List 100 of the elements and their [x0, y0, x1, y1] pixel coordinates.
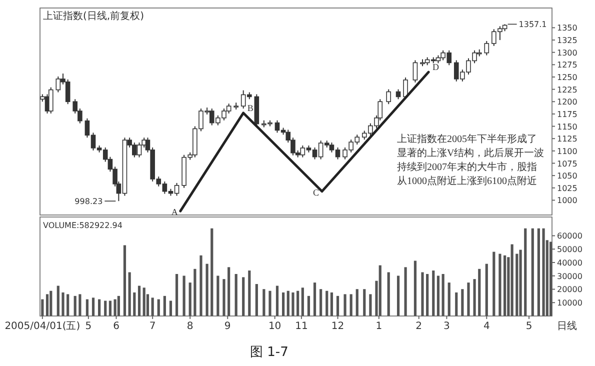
y-tick-label: 1300: [557, 48, 578, 58]
bar: [313, 282, 316, 316]
bar: [98, 299, 101, 316]
text: 日线: [557, 320, 577, 332]
candlestick: [386, 88, 391, 105]
bar: [404, 267, 407, 316]
bar: [50, 290, 52, 316]
bar: [92, 298, 95, 316]
bar: [461, 289, 464, 316]
bar: [74, 296, 76, 316]
bar: [268, 290, 272, 316]
candlestick: [396, 88, 401, 100]
bar: [369, 294, 372, 316]
x-tick-label: 12: [331, 321, 344, 332]
x-tick-label: 5: [85, 321, 92, 332]
bar: [531, 228, 534, 316]
y-tick-label: 10000: [557, 298, 582, 308]
y-tick-label: 30000: [557, 272, 582, 281]
x-tick-label: 8: [186, 321, 194, 332]
y-tick-label: 1275: [557, 60, 578, 70]
bar: [467, 282, 470, 316]
y-tick-label: 1000: [557, 196, 578, 206]
annotation: A: [171, 207, 178, 218]
bar: [138, 286, 141, 316]
bar: [46, 294, 49, 316]
bar: [200, 255, 202, 316]
bar: [426, 274, 429, 316]
y-tick-label: 1325: [557, 36, 578, 46]
bar: [537, 228, 540, 316]
candlestick: [484, 40, 490, 56]
bar: [86, 299, 89, 316]
bar: [56, 286, 60, 316]
bar: [301, 288, 304, 316]
y-tick-label: 1050: [557, 172, 578, 181]
bar: [448, 282, 450, 316]
bar: [396, 276, 400, 316]
bar: [242, 277, 245, 316]
x-tick-label: 3: [444, 321, 450, 332]
bar: [455, 292, 458, 316]
annotation: 998.23: [74, 197, 103, 206]
y-tick-label: 1225: [557, 85, 578, 94]
x-tick-label: 4: [483, 321, 490, 332]
bar: [282, 292, 285, 316]
y-tick-label: 20000: [557, 285, 582, 294]
bar: [307, 296, 310, 316]
bar: [503, 255, 506, 316]
y-tick-label: 1250: [557, 73, 578, 82]
bar: [151, 298, 154, 316]
x-tick-label: 1: [376, 321, 382, 332]
bar: [248, 270, 251, 316]
bar: [296, 290, 300, 316]
bar: [228, 267, 230, 316]
x-tick-label: 7: [149, 321, 156, 332]
bar: [117, 296, 120, 316]
caption: 图 1-7: [250, 345, 288, 360]
y-tick-label: 1350: [557, 24, 578, 33]
bar: [133, 292, 136, 316]
bar: [182, 276, 186, 316]
bar: [114, 299, 116, 316]
bar: [326, 290, 328, 316]
bar: [421, 272, 424, 316]
bar: [344, 294, 346, 316]
x-tick-label: 6: [113, 321, 120, 332]
bar: [62, 292, 64, 316]
bar: [336, 296, 340, 316]
bar: [66, 294, 70, 316]
bar: [542, 228, 545, 316]
bar: [234, 274, 238, 316]
bar: [169, 300, 172, 316]
bar: [320, 289, 322, 316]
bar: [286, 290, 290, 316]
x-tick-label: 11: [295, 321, 308, 332]
bar: [216, 276, 220, 316]
bar: [194, 268, 196, 316]
bar: [510, 244, 514, 316]
bar: [414, 260, 417, 316]
bar: [330, 292, 334, 316]
annotation: D: [432, 62, 440, 72]
bar: [142, 288, 146, 316]
chart-title: 上证指数(日线,前复权): [43, 10, 144, 22]
annotation: B: [247, 102, 254, 113]
bar: [78, 294, 82, 316]
bar: [157, 299, 160, 316]
bar: [485, 264, 488, 316]
x-tick-label: 10: [268, 321, 282, 332]
x-tick-label: 2005/04/01(五): [4, 321, 80, 332]
bar: [104, 300, 107, 316]
y-tick-label: 1175: [557, 110, 578, 119]
y-tick-label: 50000: [557, 245, 582, 254]
bar: [356, 289, 358, 316]
y-tick-label: 1200: [557, 98, 578, 107]
annotation: 1357.1: [518, 20, 547, 30]
candlestick: [48, 86, 54, 114]
bar: [276, 286, 279, 316]
y-tick-label: 1025: [557, 184, 578, 193]
x-tick-label: 2: [416, 321, 422, 332]
y-tick-label: 1125: [557, 134, 578, 144]
bar: [255, 284, 258, 316]
bar: [41, 299, 44, 316]
bar: [378, 265, 382, 316]
